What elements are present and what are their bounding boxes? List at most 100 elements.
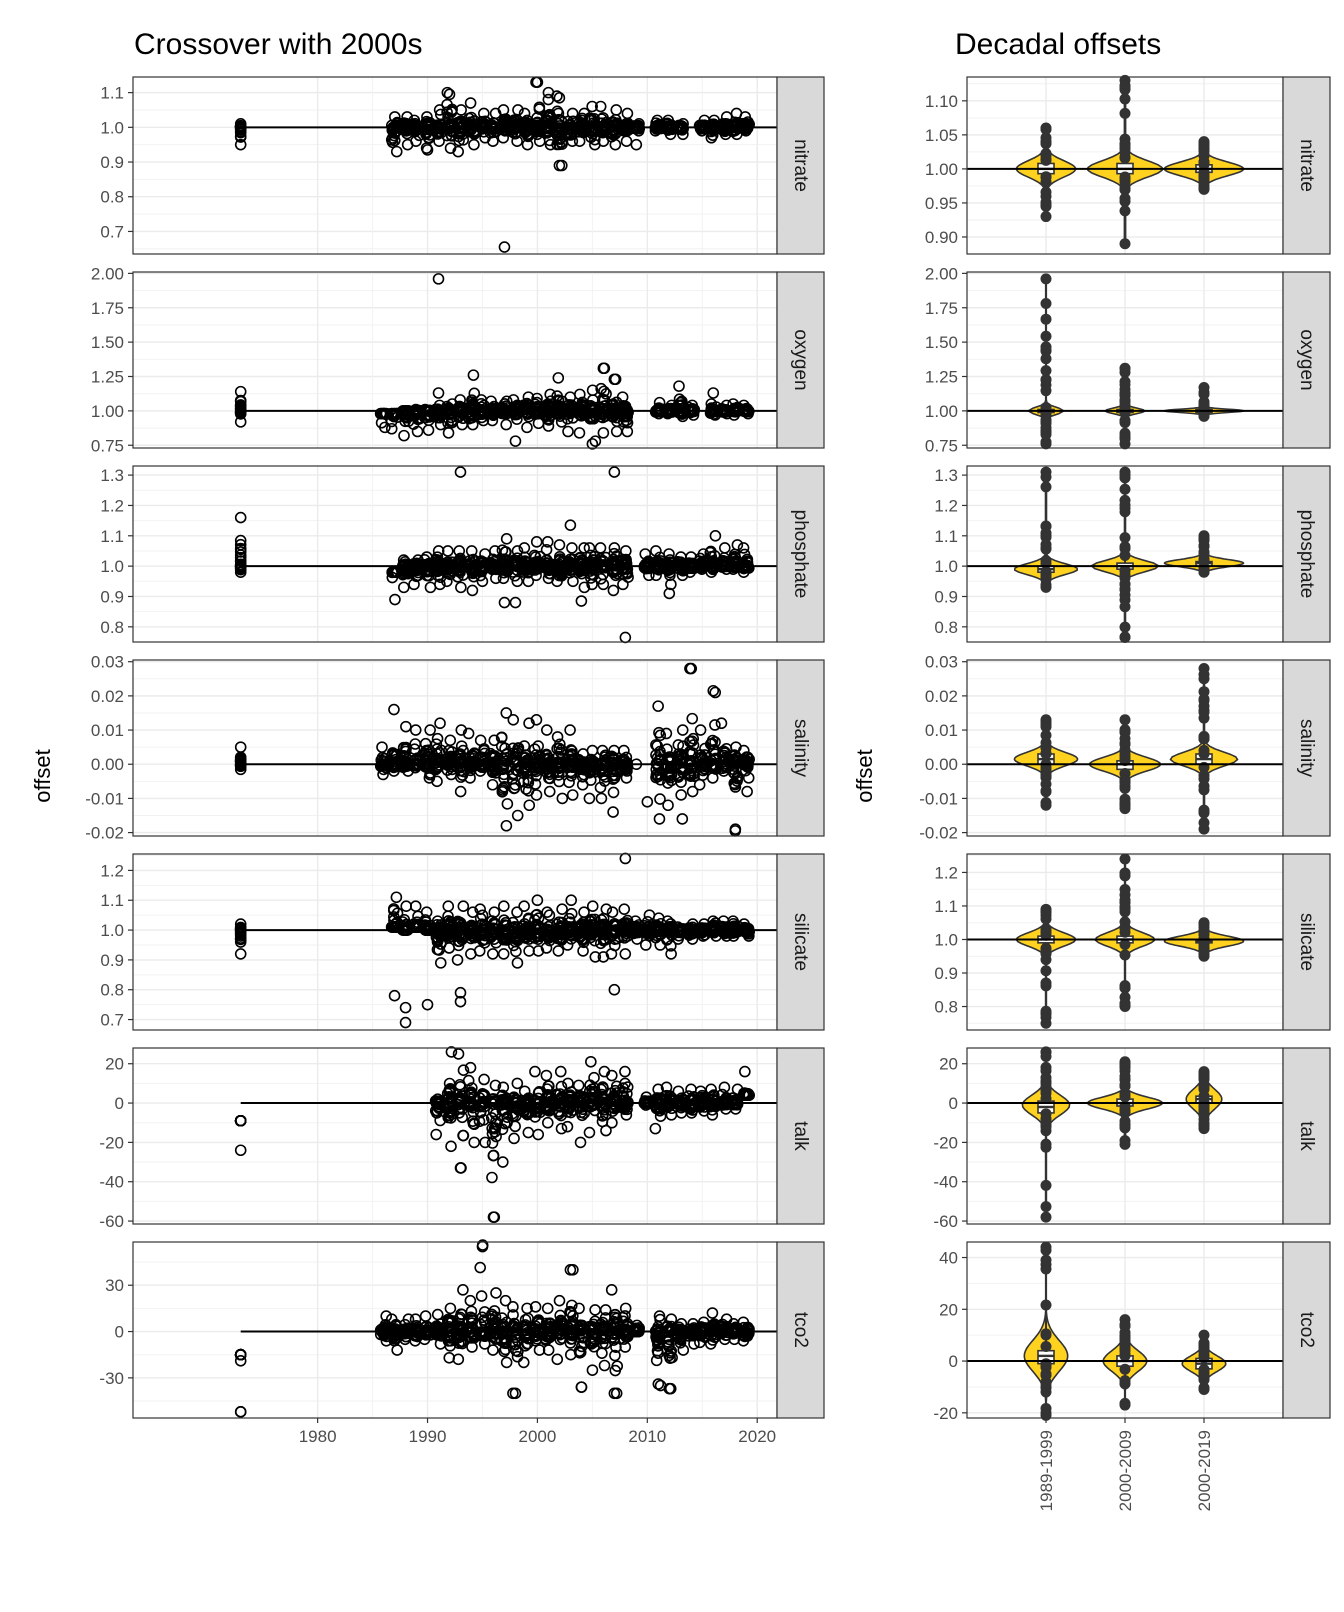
left-silicate-point (740, 922, 752, 935)
left-nitrate-point (455, 104, 467, 116)
left-silicate-point (453, 918, 465, 931)
left-nitrate-point (675, 120, 688, 132)
left-phosphate-point (662, 564, 674, 577)
left-silicate-point (586, 900, 599, 913)
left-talk-point (464, 1061, 477, 1074)
left-salinity-point (707, 684, 720, 697)
left-nitrate-point (542, 111, 554, 124)
left-salinity-point (660, 727, 673, 740)
left-phosphate-point (234, 511, 247, 524)
left-talk-point (445, 1140, 457, 1153)
left-nitrate-point (421, 144, 434, 156)
left-oxygen-point (589, 435, 602, 447)
left-silicate-point (584, 927, 597, 940)
left-silicate-point (727, 920, 739, 933)
left-talk-point (606, 1069, 618, 1082)
left-nitrate-point (433, 104, 446, 116)
left-oxygen-point (562, 425, 574, 438)
left-phosphate-strip-label: phosphate (790, 510, 811, 599)
left-talk-point (462, 1074, 475, 1087)
left-salinity-strip (776, 659, 825, 837)
left-salinity-point (541, 766, 553, 779)
left-oxygen-point (618, 404, 631, 417)
left-silicate-point (561, 922, 574, 935)
left-silicate-point (577, 945, 589, 957)
left-oxygen-point (676, 395, 688, 408)
left-salinity-y-tick-label: -0.01 (85, 789, 124, 808)
left-phosphate-point (622, 571, 634, 583)
left-oxygen-y-tick-label: 1.50 (91, 333, 124, 352)
left-oxygen-point (408, 406, 420, 419)
left-salinity-point (686, 785, 699, 798)
left-oxygen-y-tick-label: 2.00 (91, 264, 124, 283)
left-silicate-point (234, 924, 247, 936)
left-talk-point (532, 1128, 545, 1141)
left-salinity-point (497, 763, 509, 776)
left-phosphate-point (522, 575, 535, 588)
left-salinity-point (430, 763, 442, 775)
left-salinity-point (709, 686, 722, 699)
left-silicate-y-tick-label: 1.1 (100, 891, 124, 910)
left-nitrate-strip-label: nitrate (790, 139, 811, 192)
left-silicate-point (561, 939, 574, 951)
left-tco2-y-tick-label: -30 (99, 1369, 124, 1388)
left-oxygen-point (521, 421, 533, 434)
left-oxygen-point (467, 369, 480, 381)
left-phosphate-point (575, 595, 588, 607)
left-talk-point (529, 1065, 541, 1078)
left-talk-point (467, 1115, 479, 1127)
left-oxygen-y-tick-label: 1.75 (91, 299, 124, 318)
left-phosphate-point (500, 533, 513, 545)
left-salinity-point (683, 746, 696, 758)
left-salinity-point (561, 761, 574, 774)
left-phosphate-point (386, 566, 399, 579)
left-phosphate-point (454, 466, 467, 478)
left-talk-point (474, 1099, 487, 1111)
left-silicate-point (234, 936, 247, 948)
left-silicate-point (594, 937, 607, 950)
left-nitrate-point (441, 98, 453, 111)
left-oxygen-y-tick-label: 1.00 (91, 402, 124, 421)
left-oxygen-point (597, 362, 610, 375)
left-silicate-point (565, 907, 578, 920)
left-oxygen-point (574, 388, 586, 401)
left-nitrate-point (585, 131, 597, 144)
left-salinity-point (583, 792, 596, 805)
left-nitrate-point (586, 100, 598, 113)
left-nitrate-point (234, 120, 247, 133)
left-phosphate-point (741, 561, 754, 574)
left-salinity-point (556, 792, 569, 805)
left-silicate-point (619, 948, 632, 960)
left-phosphate-strip (776, 465, 825, 643)
left-salinity-point (454, 785, 467, 798)
left-phosphate-point (528, 549, 541, 562)
left-talk-point (445, 1046, 458, 1058)
left-salinity-y-tick-label: 0.02 (91, 687, 124, 706)
left-phosphate-point (573, 564, 585, 577)
left-salinity-point (398, 750, 410, 762)
left-phosphate-point (550, 558, 563, 571)
left-salinity-point (434, 717, 446, 730)
left-silicate-point (421, 998, 434, 1011)
left-phosphate-point (608, 542, 621, 554)
left-nitrate-point (606, 127, 619, 139)
left-nitrate-point (452, 145, 464, 158)
left-silicate-point (511, 957, 524, 969)
left-silicate-strip (776, 853, 825, 1031)
left-talk-point (430, 1128, 442, 1141)
left-nitrate-point (553, 159, 566, 172)
left-oxygen-point (572, 402, 585, 415)
left-talk-panel-background (133, 1048, 777, 1224)
left-salinity-point (530, 765, 542, 778)
left-salinity-point (741, 785, 753, 798)
left-silicate-point (552, 945, 565, 957)
left-oxygen-point (660, 403, 673, 416)
left-salinity-point (540, 724, 553, 736)
left-talk-point (649, 1122, 662, 1135)
left-phosphate-y-tick-label: 1.3 (100, 466, 124, 485)
left-oxygen-point (385, 422, 398, 435)
left-salinity-point (522, 776, 535, 789)
